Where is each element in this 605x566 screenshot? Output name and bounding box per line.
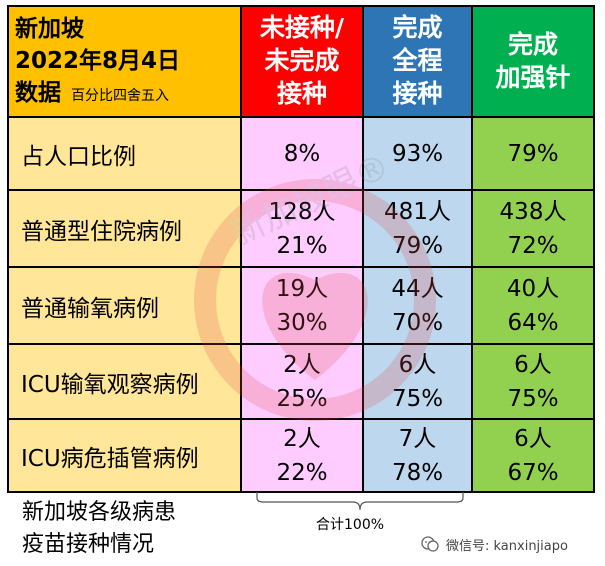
cell-oxygen-full: 44人 70%: [364, 268, 473, 345]
cell-icu-intubated-booster: 6人 67%: [473, 420, 595, 493]
row-label-oxygen: 普通输氧病例: [7, 268, 242, 345]
cell-hospitalized-full: 481人 79%: [364, 191, 473, 268]
table-left-border: [7, 5, 9, 493]
header-fully-vaccinated: 完成 全程 接种: [364, 5, 473, 118]
cell-hospitalized-unvaccinated: 128人 21%: [242, 191, 364, 268]
header-unvaccinated: 未接种/ 未完成 接种: [242, 5, 364, 118]
cell-population-full: 93%: [364, 118, 473, 191]
cell-oxygen-unvaccinated: 19人 30%: [242, 268, 364, 345]
row-label-population: 占人口比例: [7, 118, 242, 191]
cell-icu-observation-full: 6人 75%: [364, 345, 473, 420]
cell-icu-observation-unvaccinated: 2人 25%: [242, 345, 364, 420]
cell-population-unvaccinated: 8%: [242, 118, 364, 191]
vaccination-table: 新加坡 2022年8月4日 数据 百分比四舍五入 未接种/ 未完成 接种 完成 …: [7, 5, 595, 493]
row-label-icu-intubated: ICU病危插管病例: [7, 420, 242, 493]
row-label-icu-observation: ICU输氧观察病例: [7, 345, 242, 420]
wechat-icon: [421, 536, 439, 552]
chart-caption: 新加坡各级病患 疫苗接种情况: [22, 500, 177, 557]
cell-oxygen-booster: 40人 64%: [473, 268, 595, 345]
table-top-border: [7, 5, 595, 7]
title-line-1: 新加坡: [15, 15, 84, 42]
title-line-2: 2022年8月4日: [15, 47, 181, 74]
cell-population-booster: 79%: [473, 118, 595, 191]
cell-icu-intubated-unvaccinated: 2人 22%: [242, 420, 364, 493]
header-booster: 完成 加强针: [473, 5, 595, 118]
cell-icu-intubated-full: 7人 78%: [364, 420, 473, 493]
wechat-id: 微信号: kanxinjiapo: [420, 534, 568, 554]
title-line-3: 数据: [15, 79, 61, 106]
total-brace-icon: [256, 492, 464, 511]
cell-icu-observation-booster: 6人 75%: [473, 345, 595, 420]
table-title-cell: 新加坡 2022年8月4日 数据 百分比四舍五入: [7, 5, 242, 118]
row-label-hospitalized: 普通型住院病例: [7, 191, 242, 268]
cell-hospitalized-booster: 438人 72%: [473, 191, 595, 268]
total-label: 合计100%: [316, 517, 385, 533]
rounding-note: 百分比四舍五入: [71, 87, 169, 104]
